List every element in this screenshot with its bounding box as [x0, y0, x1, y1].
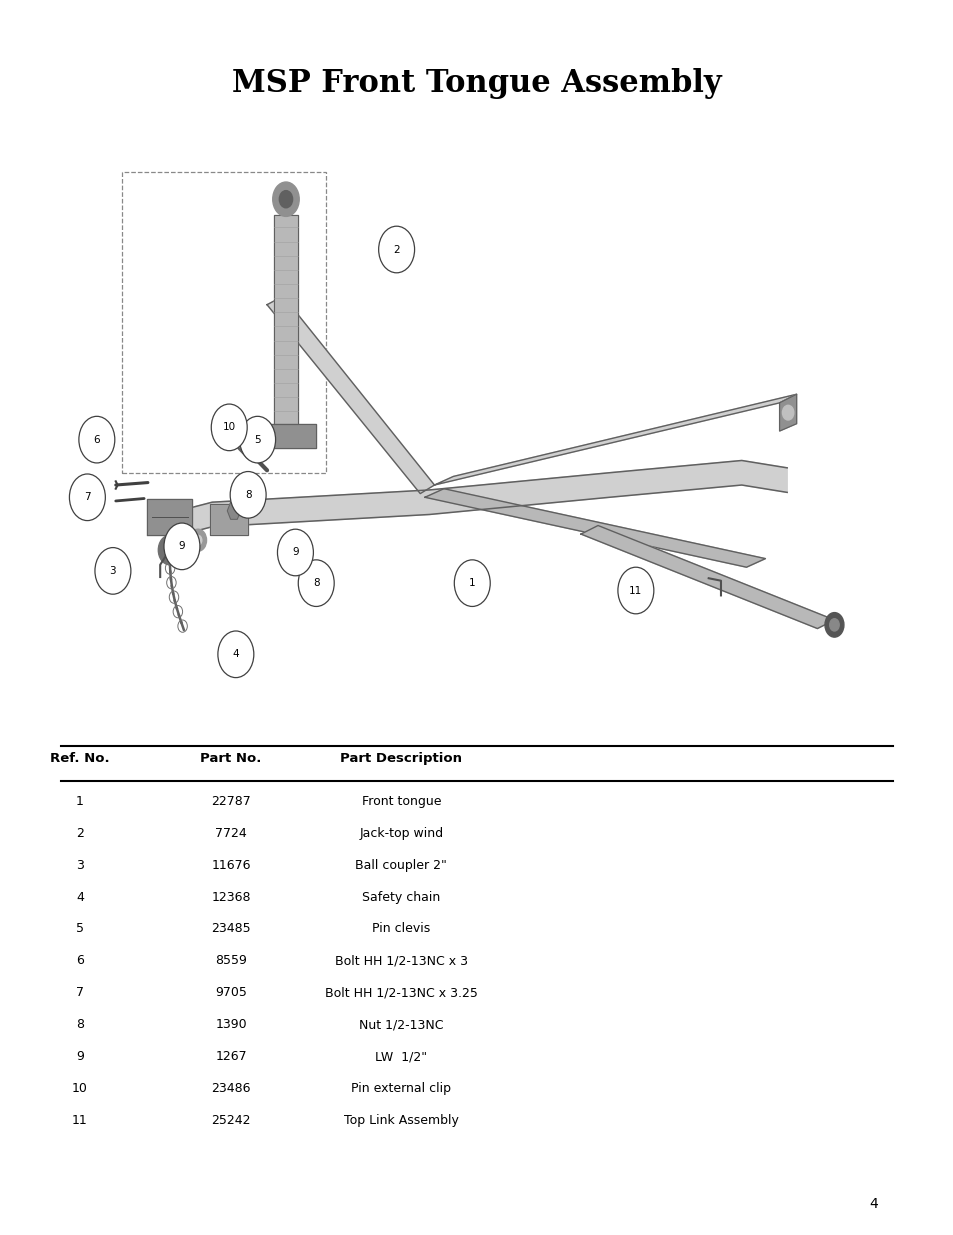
Circle shape	[829, 619, 839, 631]
Text: Ball coupler 2": Ball coupler 2"	[355, 858, 447, 872]
Polygon shape	[210, 504, 248, 535]
Text: Safety chain: Safety chain	[362, 890, 440, 904]
Text: 7: 7	[75, 987, 84, 999]
Bar	[122, 172, 325, 473]
Text: 25242: 25242	[212, 1114, 251, 1126]
Text: 5: 5	[254, 435, 260, 445]
Polygon shape	[267, 296, 434, 494]
Text: Nut 1/2-13NC: Nut 1/2-13NC	[358, 1018, 443, 1031]
Text: Part Description: Part Description	[340, 752, 462, 764]
Circle shape	[79, 416, 114, 463]
Text: Front tongue: Front tongue	[361, 795, 440, 808]
Text: MSP Front Tongue Assembly: MSP Front Tongue Assembly	[232, 68, 721, 99]
Text: 1: 1	[469, 578, 476, 588]
Circle shape	[454, 559, 490, 606]
Text: 1: 1	[76, 795, 84, 808]
Text: 11: 11	[71, 1114, 88, 1126]
Circle shape	[273, 182, 299, 216]
Text: LW  1/2": LW 1/2"	[375, 1050, 427, 1063]
Text: Part No.: Part No.	[200, 752, 261, 764]
Text: 11: 11	[629, 585, 641, 595]
Text: 2: 2	[393, 245, 399, 254]
Text: 22787: 22787	[211, 795, 251, 808]
Text: 4: 4	[233, 650, 239, 659]
Text: 2: 2	[76, 826, 84, 840]
Text: 9: 9	[178, 541, 185, 551]
Text: Ref. No.: Ref. No.	[50, 752, 110, 764]
Circle shape	[292, 541, 299, 551]
Polygon shape	[193, 461, 786, 531]
Text: 7: 7	[84, 493, 91, 503]
Circle shape	[781, 405, 793, 420]
Text: 8: 8	[245, 490, 252, 500]
Text: 9705: 9705	[215, 987, 247, 999]
Circle shape	[287, 535, 304, 557]
Text: 11676: 11676	[212, 858, 251, 872]
Text: 1390: 1390	[215, 1018, 247, 1031]
Text: 9: 9	[76, 1050, 84, 1063]
Text: 8559: 8559	[215, 955, 247, 967]
Polygon shape	[424, 489, 764, 567]
Polygon shape	[580, 526, 834, 629]
Text: 3: 3	[76, 858, 84, 872]
Text: 6: 6	[93, 435, 100, 445]
Circle shape	[239, 416, 275, 463]
Text: 23485: 23485	[212, 923, 251, 935]
Polygon shape	[147, 499, 193, 535]
Text: 1267: 1267	[215, 1050, 247, 1063]
Polygon shape	[227, 503, 240, 519]
Circle shape	[279, 190, 293, 207]
Polygon shape	[779, 394, 796, 431]
Circle shape	[70, 474, 105, 521]
Circle shape	[298, 559, 334, 606]
Text: 6: 6	[76, 955, 84, 967]
Polygon shape	[434, 394, 796, 485]
Text: 5: 5	[75, 923, 84, 935]
Text: 4: 4	[869, 1197, 878, 1210]
Text: 23486: 23486	[212, 1082, 251, 1095]
Text: Pin clevis: Pin clevis	[372, 923, 430, 935]
Circle shape	[95, 547, 131, 594]
Text: 7724: 7724	[215, 826, 247, 840]
Text: 4: 4	[76, 890, 84, 904]
Circle shape	[217, 631, 253, 678]
Circle shape	[824, 613, 843, 637]
Circle shape	[164, 524, 200, 569]
Circle shape	[158, 535, 181, 564]
Circle shape	[194, 535, 202, 545]
Circle shape	[277, 529, 314, 576]
Text: Jack-top wind: Jack-top wind	[359, 826, 443, 840]
Polygon shape	[255, 424, 315, 448]
Polygon shape	[303, 567, 315, 584]
Circle shape	[618, 567, 653, 614]
Text: 9: 9	[292, 547, 298, 557]
Text: 8: 8	[313, 578, 319, 588]
Text: 10: 10	[71, 1082, 88, 1095]
Text: Bolt HH 1/2-13NC x 3.25: Bolt HH 1/2-13NC x 3.25	[325, 987, 477, 999]
Circle shape	[211, 404, 247, 451]
Text: 10: 10	[222, 422, 235, 432]
Text: Bolt HH 1/2-13NC x 3: Bolt HH 1/2-13NC x 3	[335, 955, 467, 967]
Text: 3: 3	[110, 566, 116, 576]
Text: Top Link Assembly: Top Link Assembly	[343, 1114, 458, 1126]
Circle shape	[378, 226, 415, 273]
Circle shape	[190, 529, 206, 551]
Text: Pin external clip: Pin external clip	[351, 1082, 451, 1095]
Polygon shape	[274, 215, 298, 424]
Circle shape	[230, 472, 266, 519]
Text: 12368: 12368	[212, 890, 251, 904]
Text: 8: 8	[75, 1018, 84, 1031]
